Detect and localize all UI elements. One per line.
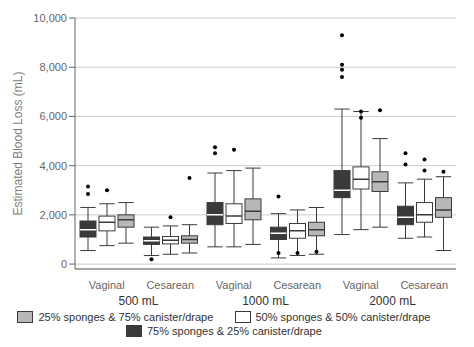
svg-text:Cesarean: Cesarean	[273, 279, 321, 291]
svg-text:2,000: 2,000	[39, 209, 67, 221]
svg-text:4,000: 4,000	[39, 160, 67, 172]
svg-text:Cesarean: Cesarean	[146, 279, 194, 291]
svg-text:0: 0	[61, 258, 67, 270]
svg-text:Vaginal: Vaginal	[343, 279, 379, 291]
svg-text:500 mL: 500 mL	[118, 294, 158, 308]
html-text:50% sponges & 50% canister/dra: 50% sponges & 50% canister/drape	[255, 311, 431, 323]
svg-text:10,000: 10,000	[33, 12, 67, 24]
svg-text:Vaginal: Vaginal	[216, 279, 252, 291]
svg-text:1000 mL: 1000 mL	[242, 294, 289, 308]
svg-text:6,000: 6,000	[39, 110, 67, 122]
svg-text:8,000: 8,000	[39, 61, 67, 73]
svg-text:Vaginal: Vaginal	[89, 279, 125, 291]
html-text:25% sponges & 75% canister/dra: 25% sponges & 75% canister/drape	[38, 311, 214, 323]
svg-text:2000 mL: 2000 mL	[369, 294, 416, 308]
svg-text:Estimated Blood Loss (mL): Estimated Blood Loss (mL)	[11, 71, 25, 215]
svg-text:Cesarean: Cesarean	[400, 279, 448, 291]
html-text:75% sponges & 25% canister/dra: 75% sponges & 25% canister/drape	[147, 325, 322, 337]
